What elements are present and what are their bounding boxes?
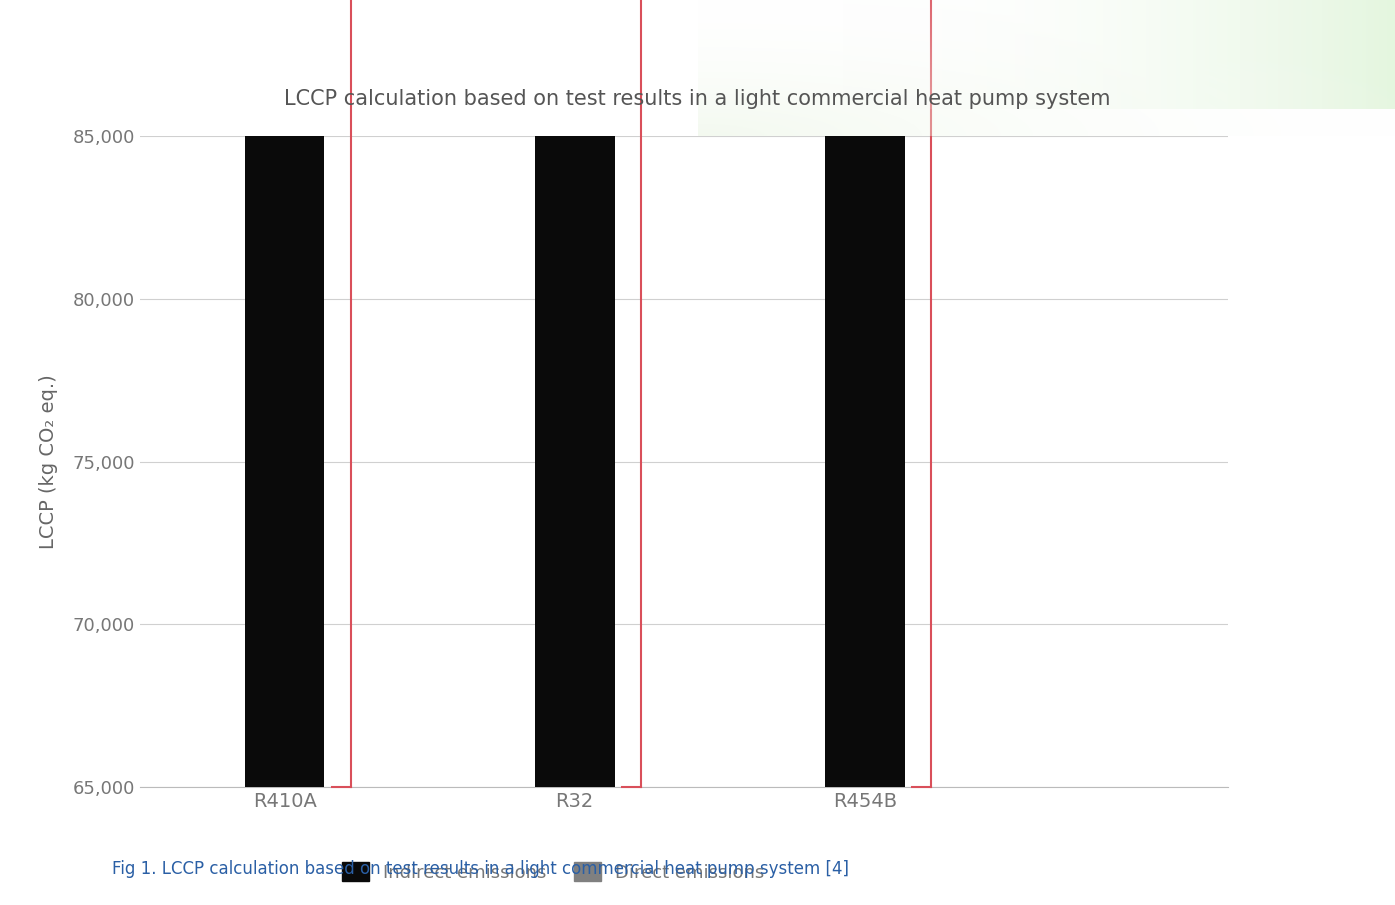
Legend: Indirect emissions, Direct emissions: Indirect emissions, Direct emissions [335,855,771,889]
Bar [824,0,905,787]
Text: Fig 1. LCCP calculation based on test results in a light commercial heat pump sy: Fig 1. LCCP calculation based on test re… [112,860,848,878]
Y-axis label: LCCP (kg CO₂ eq.): LCCP (kg CO₂ eq.) [39,374,59,549]
Bar [244,0,325,787]
Bar [534,0,615,787]
Text: LCCP calculation based on test results in a light commercial heat pump system: LCCP calculation based on test results i… [285,89,1110,109]
